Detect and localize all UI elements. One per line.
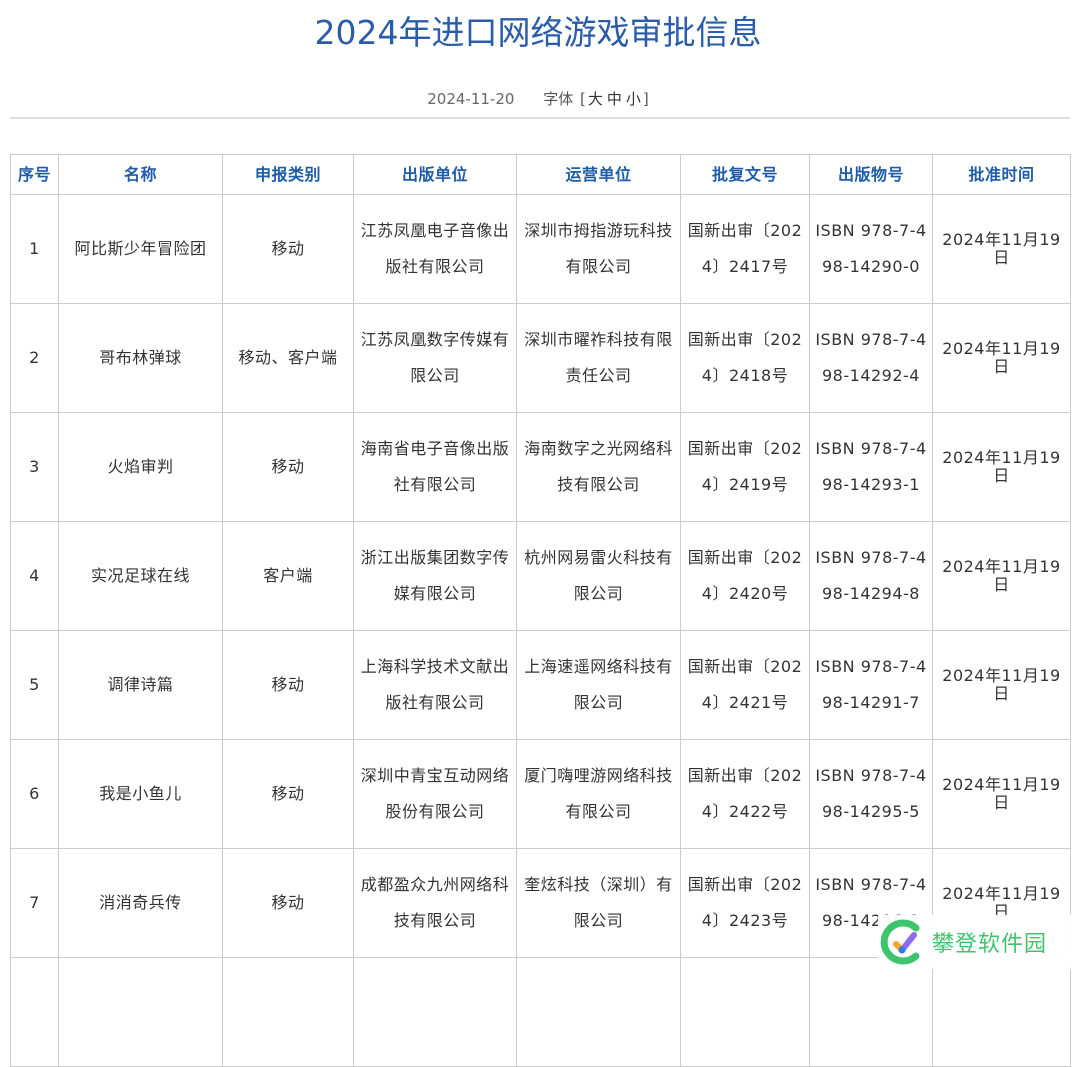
operator-cell: 杭州网易雷火科技有限公司 <box>516 521 681 631</box>
empty-cell <box>10 957 59 1067</box>
row-number-cell: 3 <box>10 412 59 522</box>
empty-cell <box>516 957 681 1067</box>
column-header: 申报类别 <box>222 154 354 195</box>
table-row: 4 实况足球在线 客户端 浙江出版集团数字传媒有限公司 杭州网易雷火科技有限公司 国新出审… <box>10 521 1071 631</box>
empty-cell <box>932 957 1071 1067</box>
approval-number-cell: 国新出审〔2024〕2422号 <box>680 739 810 849</box>
approval-number-cell: 国新出审〔2024〕2419号 <box>680 412 810 522</box>
isbn-cell: ISBN 978-7-498-14295-5 <box>809 739 933 849</box>
category-cell: 移动 <box>222 739 354 849</box>
category-cell: 移动、客户端 <box>222 303 354 413</box>
isbn-cell: ISBN 978-7-498-14294-8 <box>809 521 933 631</box>
column-header: 批准时间 <box>932 154 1071 195</box>
approval-date-cell: 2024年11月19日 <box>932 521 1071 631</box>
category-cell: 移动 <box>222 194 354 304</box>
operator-cell: 海南数字之光网络科技有限公司 <box>516 412 681 522</box>
isbn-cell: ISBN 978-7-498-14291-7 <box>809 630 933 740</box>
approval-number-cell: 国新出审〔2024〕2420号 <box>680 521 810 631</box>
game-name-cell: 哥布林弹球 <box>58 303 223 413</box>
approval-date-cell: 2024年11月19日 <box>932 303 1071 413</box>
approval-number-cell: 国新出审〔2024〕2417号 <box>680 194 810 304</box>
approval-date-cell: 2024年11月19日 <box>932 630 1071 740</box>
category-cell: 客户端 <box>222 521 354 631</box>
isbn-cell: ISBN 978-7-498-14290-0 <box>809 194 933 304</box>
bracket: [ <box>580 90 586 108</box>
publisher-cell: 深圳中青宝互动网络股份有限公司 <box>353 739 517 849</box>
table-row: 2 哥布林弹球 移动、客户端 江苏凤凰数字传媒有限公司 深圳市曜祚科技有限责任公司 国新出… <box>10 303 1071 413</box>
operator-cell: 上海速遥网络科技有限公司 <box>516 630 681 740</box>
column-header: 批复文号 <box>680 154 810 195</box>
watermark-text: 攀登软件园 <box>932 932 1048 957</box>
font-size-label: 字体 <box>543 90 574 108</box>
column-header: 名称 <box>58 154 223 195</box>
game-name-cell: 实况足球在线 <box>58 521 223 631</box>
column-header: 出版单位 <box>353 154 517 195</box>
category-cell: 移动 <box>222 412 354 522</box>
table-row: 6 我是小鱼儿 移动 深圳中青宝互动网络股份有限公司 厦门嗨哩游网络科技有限公司 国新出审… <box>10 739 1071 849</box>
row-number-cell: 5 <box>10 630 59 740</box>
row-number-cell: 1 <box>10 194 59 304</box>
operator-cell: 奎炫科技（深圳）有限公司 <box>516 848 681 958</box>
font-size-small-link[interactable]: 小 <box>625 90 641 108</box>
font-size-medium-link[interactable]: 中 <box>606 90 622 108</box>
page-title: 2024年进口网络游戏审批信息 <box>314 13 762 52</box>
divider <box>10 117 1070 119</box>
row-number-cell: 2 <box>10 303 59 413</box>
column-header: 出版物号 <box>809 154 933 195</box>
watermark: 攀登软件园 <box>878 915 1076 969</box>
empty-cell <box>58 957 223 1067</box>
category-cell: 移动 <box>222 630 354 740</box>
game-name-cell: 阿比斯少年冒险团 <box>58 194 223 304</box>
publisher-cell: 江苏凤凰电子音像出版社有限公司 <box>353 194 517 304</box>
publish-date: 2024-11-20 <box>427 90 515 108</box>
approval-date-cell: 2024年11月19日 <box>932 739 1071 849</box>
check-logo-icon <box>880 919 920 965</box>
game-name-cell: 我是小鱼儿 <box>58 739 223 849</box>
table-row: 3 火焰审判 移动 海南省电子音像出版社有限公司 海南数字之光网络科技有限公司 国新出审〔… <box>10 412 1071 522</box>
article-meta: 2024-11-20 字体 [大中小] <box>0 88 1076 110</box>
publisher-cell: 海南省电子音像出版社有限公司 <box>353 412 517 522</box>
approval-number-cell: 国新出审〔2024〕2421号 <box>680 630 810 740</box>
game-name-cell: 调律诗篇 <box>58 630 223 740</box>
font-size-large-link[interactable]: 大 <box>587 90 603 108</box>
isbn-cell: ISBN 978-7-498-14292-4 <box>809 303 933 413</box>
table-row <box>10 957 1071 1067</box>
publisher-cell: 浙江出版集团数字传媒有限公司 <box>353 521 517 631</box>
empty-cell <box>353 957 517 1067</box>
empty-cell <box>680 957 810 1067</box>
column-header: 序号 <box>10 154 59 195</box>
font-size-control: 字体 [大中小] <box>541 90 649 108</box>
publisher-cell: 成都盈众九州网络科技有限公司 <box>353 848 517 958</box>
approval-date-cell: 2024年11月19日 <box>932 412 1071 522</box>
publisher-cell: 上海科学技术文献出版社有限公司 <box>353 630 517 740</box>
table-header-row: 序号 名称 申报类别 出版单位 运营单位 批复文号 出版物号 批准时间 <box>10 154 1071 195</box>
operator-cell: 深圳市曜祚科技有限责任公司 <box>516 303 681 413</box>
publisher-cell: 江苏凤凰数字传媒有限公司 <box>353 303 517 413</box>
category-cell: 移动 <box>222 848 354 958</box>
column-header: 运营单位 <box>516 154 681 195</box>
approval-number-cell: 国新出审〔2024〕2418号 <box>680 303 810 413</box>
row-number-cell: 7 <box>10 848 59 958</box>
row-number-cell: 6 <box>10 739 59 849</box>
game-name-cell: 消消奇兵传 <box>58 848 223 958</box>
table-row: 1 阿比斯少年冒险团 移动 江苏凤凰电子音像出版社有限公司 深圳市拇指游玩科技有限公司国… <box>10 194 1071 304</box>
bracket: ] <box>642 90 649 108</box>
table-row: 5 调律诗篇 移动 上海科学技术文献出版社有限公司 上海速遥网络科技有限公司 国新出审〔2… <box>10 630 1071 740</box>
approval-number-cell: 国新出审〔2024〕2423号 <box>680 848 810 958</box>
game-name-cell: 火焰审判 <box>58 412 223 522</box>
empty-cell <box>222 957 354 1067</box>
operator-cell: 厦门嗨哩游网络科技有限公司 <box>516 739 681 849</box>
isbn-cell: ISBN 978-7-498-14293-1 <box>809 412 933 522</box>
approval-date-cell: 2024年11月19日 <box>932 194 1071 304</box>
row-number-cell: 4 <box>10 521 59 631</box>
operator-cell: 深圳市拇指游玩科技有限公司 <box>516 194 681 304</box>
empty-cell <box>809 957 933 1067</box>
table-row: 7 消消奇兵传 移动 成都盈众九州网络科技有限公司 奎炫科技（深圳）有限公司 国新出审〔2… <box>10 848 1071 958</box>
